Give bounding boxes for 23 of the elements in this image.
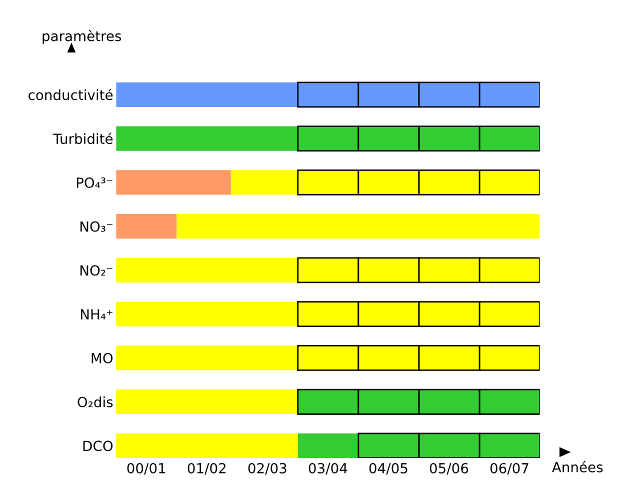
annotation: 05/06: [430, 462, 468, 475]
y-tick-label: NO₃⁻: [80, 221, 112, 232]
bar: [116, 433, 298, 458]
y-tick-label: O₂dis: [78, 396, 113, 408]
y-tick-label: NO₂⁻: [80, 265, 112, 276]
annotation: 01/02: [188, 462, 226, 475]
x-axis-title: Années: [552, 461, 603, 472]
y-tick-label: conductivité: [28, 88, 113, 100]
y-tick-label: PO₄³⁻: [76, 177, 112, 188]
bar: [116, 390, 298, 414]
annotation: 03/04: [308, 462, 348, 475]
annotation: 00/01: [127, 462, 166, 475]
annotation: 02/03: [248, 462, 286, 475]
annotation: 06/07: [490, 462, 528, 475]
annotation: 04/05: [369, 462, 408, 475]
y-tick-label: DCO: [83, 440, 113, 452]
bar: [116, 170, 231, 195]
bar: [176, 214, 540, 239]
y-tick-label: Turbidité: [53, 132, 113, 144]
bar: [116, 214, 177, 239]
y-tick-label: NH₄⁺: [80, 309, 112, 320]
y-axis-title: paramètres: [42, 30, 122, 44]
y-tick-label: MO: [92, 352, 113, 364]
